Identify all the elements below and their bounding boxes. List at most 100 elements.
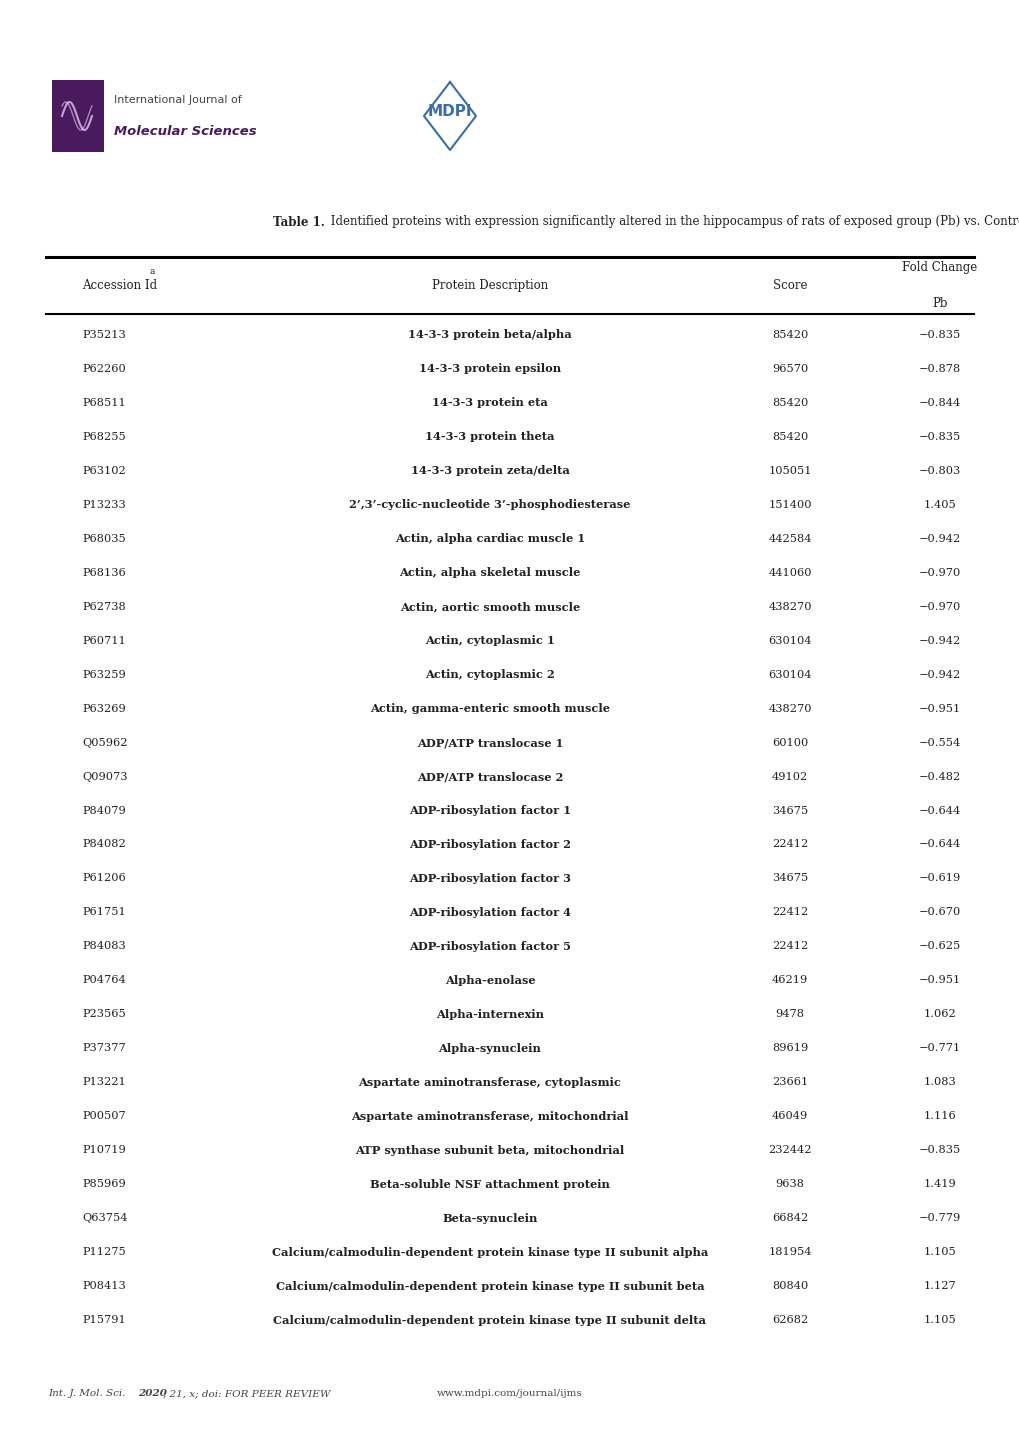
- Text: 14-3-3 protein beta/alpha: 14-3-3 protein beta/alpha: [408, 329, 572, 340]
- Text: 438270: 438270: [767, 601, 811, 611]
- Text: −0.942: −0.942: [918, 636, 960, 646]
- Text: 22412: 22412: [771, 839, 807, 849]
- Text: ADP-ribosylation factor 4: ADP-ribosylation factor 4: [409, 907, 571, 919]
- Text: P68511: P68511: [82, 398, 125, 408]
- Text: 1.105: 1.105: [923, 1247, 956, 1257]
- Text: −0.644: −0.644: [918, 839, 960, 849]
- Text: −0.619: −0.619: [918, 874, 960, 884]
- Text: 22412: 22412: [771, 907, 807, 917]
- Text: 60100: 60100: [771, 738, 807, 747]
- Text: Molecular Sciences: Molecular Sciences: [114, 125, 257, 138]
- Text: a: a: [150, 267, 155, 275]
- Text: MDPI: MDPI: [427, 104, 472, 120]
- Text: −0.878: −0.878: [918, 363, 960, 373]
- Text: P15791: P15791: [82, 1315, 125, 1325]
- Text: ADP/ATP translocase 1: ADP/ATP translocase 1: [417, 737, 562, 748]
- Text: Table 1.: Table 1.: [273, 215, 325, 228]
- Text: P10719: P10719: [82, 1145, 125, 1155]
- Text: P68136: P68136: [82, 568, 125, 578]
- Text: ADP-ribosylation factor 5: ADP-ribosylation factor 5: [409, 940, 571, 952]
- Text: P60711: P60711: [82, 636, 125, 646]
- Text: −0.951: −0.951: [918, 704, 960, 714]
- Text: 9638: 9638: [774, 1180, 804, 1190]
- Text: Q09073: Q09073: [82, 771, 127, 782]
- Text: Actin, cytoplasmic 2: Actin, cytoplasmic 2: [425, 669, 554, 681]
- Text: P00507: P00507: [82, 1112, 125, 1122]
- Text: P84082: P84082: [82, 839, 125, 849]
- Text: 1.062: 1.062: [923, 1009, 956, 1019]
- Text: 46049: 46049: [771, 1112, 807, 1122]
- Text: Beta-synuclein: Beta-synuclein: [442, 1213, 537, 1224]
- Text: Identified proteins with expression significantly altered in the hippocampus of : Identified proteins with expression sign…: [327, 215, 1019, 228]
- Text: 1.127: 1.127: [923, 1280, 956, 1291]
- Text: 105051: 105051: [767, 466, 811, 476]
- Text: 438270: 438270: [767, 704, 811, 714]
- Text: 46219: 46219: [771, 975, 807, 985]
- Text: P84083: P84083: [82, 942, 125, 952]
- Text: Aspartate aminotransferase, mitochondrial: Aspartate aminotransferase, mitochondria…: [351, 1110, 628, 1122]
- Text: Q05962: Q05962: [82, 738, 127, 747]
- Text: P68035: P68035: [82, 534, 125, 544]
- Text: 22412: 22412: [771, 942, 807, 952]
- Text: −0.835: −0.835: [918, 433, 960, 441]
- Text: 34675: 34675: [771, 806, 807, 816]
- Text: P13221: P13221: [82, 1077, 125, 1087]
- Text: −0.771: −0.771: [918, 1043, 960, 1053]
- Text: P37377: P37377: [82, 1043, 125, 1053]
- Text: 181954: 181954: [767, 1247, 811, 1257]
- Text: 14-3-3 protein epsilon: 14-3-3 protein epsilon: [419, 363, 560, 375]
- Text: P68255: P68255: [82, 433, 125, 441]
- Text: P63102: P63102: [82, 466, 125, 476]
- Text: 1.083: 1.083: [923, 1077, 956, 1087]
- Text: Q63754: Q63754: [82, 1213, 127, 1223]
- Text: Calcium/calmodulin-dependent protein kinase type II subunit beta: Calcium/calmodulin-dependent protein kin…: [275, 1280, 704, 1292]
- Text: P85969: P85969: [82, 1180, 125, 1190]
- Text: Protein Description: Protein Description: [431, 278, 547, 291]
- Text: P35213: P35213: [82, 330, 125, 340]
- Bar: [52, 79, 104, 151]
- Text: 1.105: 1.105: [923, 1315, 956, 1325]
- Text: −0.644: −0.644: [918, 806, 960, 816]
- Text: Alpha-internexin: Alpha-internexin: [435, 1009, 543, 1019]
- Text: −0.844: −0.844: [918, 398, 960, 408]
- Text: Actin, aortic smooth muscle: Actin, aortic smooth muscle: [399, 601, 580, 613]
- Text: −0.970: −0.970: [918, 568, 960, 578]
- Text: 14-3-3 protein theta: 14-3-3 protein theta: [425, 431, 554, 443]
- Text: −0.482: −0.482: [918, 771, 960, 782]
- Text: P23565: P23565: [82, 1009, 125, 1019]
- Text: Aspartate aminotransferase, cytoplasmic: Aspartate aminotransferase, cytoplasmic: [359, 1077, 621, 1087]
- Text: −0.803: −0.803: [918, 466, 960, 476]
- Text: P84079: P84079: [82, 806, 125, 816]
- Text: Int. J. Mol. Sci.: Int. J. Mol. Sci.: [48, 1390, 128, 1399]
- Text: 14-3-3 protein eta: 14-3-3 protein eta: [432, 398, 547, 408]
- Text: 232442: 232442: [767, 1145, 811, 1155]
- Text: 151400: 151400: [767, 500, 811, 510]
- Text: 23661: 23661: [771, 1077, 807, 1087]
- Text: 9478: 9478: [774, 1009, 804, 1019]
- Text: −0.942: −0.942: [918, 669, 960, 679]
- Text: −0.970: −0.970: [918, 601, 960, 611]
- Text: 442584: 442584: [767, 534, 811, 544]
- Text: −0.554: −0.554: [918, 738, 960, 747]
- Text: 96570: 96570: [771, 363, 807, 373]
- Text: Score: Score: [772, 278, 806, 291]
- Text: Beta-soluble NSF attachment protein: Beta-soluble NSF attachment protein: [370, 1178, 609, 1190]
- Text: −0.835: −0.835: [918, 1145, 960, 1155]
- Text: Actin, alpha cardiac muscle 1: Actin, alpha cardiac muscle 1: [394, 534, 585, 544]
- Text: P08413: P08413: [82, 1280, 125, 1291]
- Text: ADP-ribosylation factor 3: ADP-ribosylation factor 3: [409, 872, 571, 884]
- Text: 1.405: 1.405: [923, 500, 956, 510]
- Text: P13233: P13233: [82, 500, 125, 510]
- Text: −0.942: −0.942: [918, 534, 960, 544]
- Text: −0.625: −0.625: [918, 942, 960, 952]
- Text: −0.779: −0.779: [918, 1213, 960, 1223]
- Text: P04764: P04764: [82, 975, 125, 985]
- Text: Actin, alpha skeletal muscle: Actin, alpha skeletal muscle: [398, 567, 580, 578]
- Text: 49102: 49102: [771, 771, 807, 782]
- Text: Calcium/calmodulin-dependent protein kinase type II subunit delta: Calcium/calmodulin-dependent protein kin…: [273, 1315, 706, 1325]
- Text: 89619: 89619: [771, 1043, 807, 1053]
- Text: Alpha-synuclein: Alpha-synuclein: [438, 1043, 541, 1054]
- Text: 630104: 630104: [767, 636, 811, 646]
- Text: Actin, gamma-enteric smooth muscle: Actin, gamma-enteric smooth muscle: [370, 704, 609, 714]
- Text: Fold Change: Fold Change: [902, 261, 976, 274]
